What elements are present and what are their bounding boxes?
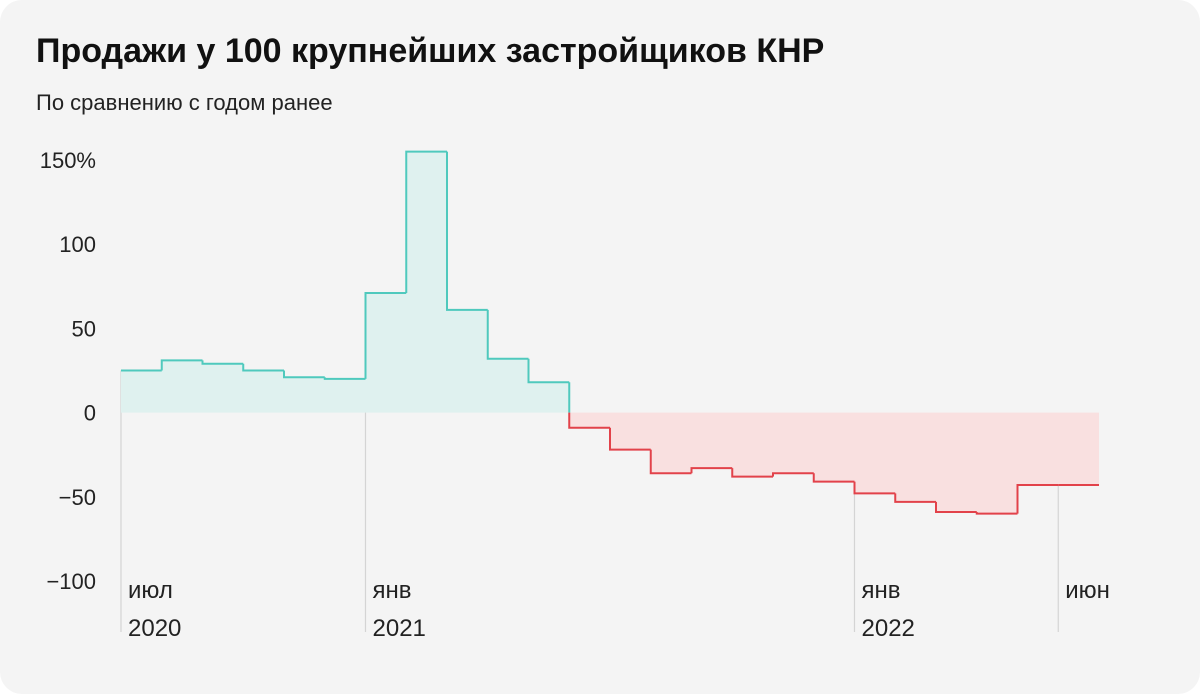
chart-areas — [121, 151, 1099, 514]
data-step-2022-01 — [853, 481, 896, 495]
data-step-2020-12 — [323, 377, 366, 380]
data-step-2021-05 — [527, 358, 570, 384]
data-step-2021-06 — [568, 412, 610, 429]
x-tick-year-2022-01: 2022 — [862, 615, 915, 642]
x-tick-month-2022-01: янв — [862, 577, 901, 604]
y-tick-label-4: −50 — [59, 485, 96, 510]
y-tick-label-1: 100 — [59, 232, 96, 257]
data-step-2020-09 — [201, 360, 244, 365]
x-axis-labels: июл 2020 янв 2021 янв 2022 июн — [128, 577, 1110, 642]
data-step-2021-07 — [609, 427, 651, 451]
chart-lines — [121, 150, 1099, 515]
data-step-2021-12 — [812, 473, 855, 483]
y-axis-labels: 150% 100 50 0 −50 −100 — [40, 148, 96, 594]
negative-area-0 — [569, 412, 1099, 514]
data-step-2021-09 — [690, 467, 733, 474]
data-step-2021-03 — [446, 151, 488, 311]
x-tick-year-2021-01: 2021 — [373, 615, 426, 642]
data-step-2021-04 — [486, 309, 529, 360]
data-step-2021-11 — [772, 472, 814, 477]
data-step-2022-03 — [935, 501, 977, 513]
y-tick-label-3: 0 — [84, 401, 96, 426]
x-tick-year-2020-07: 2020 — [128, 615, 181, 642]
y-tick-label-0: 150% — [40, 148, 96, 173]
y-tick-label-2: 50 — [72, 316, 96, 341]
data-step-2022-05 — [1016, 484, 1059, 514]
data-step-2021-10 — [731, 468, 773, 478]
x-tick-month-2020-07: июл — [128, 577, 173, 604]
data-step-2020-10 — [242, 363, 284, 372]
data-step-2021-02 — [405, 150, 447, 294]
data-step-2020-11 — [283, 370, 325, 379]
data-step-2021-01 — [364, 292, 407, 379]
data-step-2020-08 — [160, 359, 203, 371]
data-step-2021-08 — [649, 449, 692, 475]
chart-subtitle: По сравнению с годом ранее — [36, 90, 333, 115]
chart-title: Продажи у 100 крупнейших застройщиков КН… — [36, 32, 825, 70]
x-tick-month-2022-06: июн — [1065, 577, 1110, 604]
positive-area-0 — [121, 151, 570, 413]
x-tick-month-2021-01: янв — [373, 577, 412, 604]
data-step-2022-04 — [975, 511, 1018, 515]
data-step-2022-02 — [894, 493, 936, 503]
y-tick-label-5: −100 — [46, 569, 96, 594]
